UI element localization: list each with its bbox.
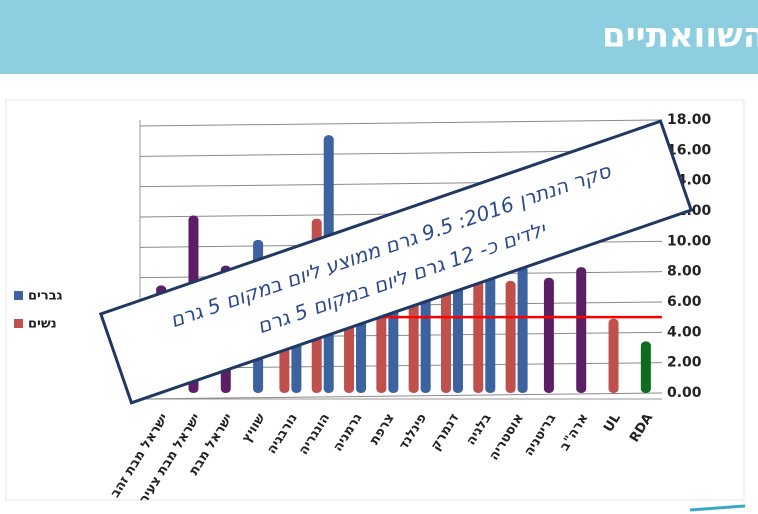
legend-swatch	[14, 319, 23, 328]
annotation-box	[98, 119, 694, 405]
bar	[473, 270, 484, 393]
bar	[576, 267, 587, 393]
bar	[452, 271, 463, 393]
bar	[485, 262, 496, 393]
grid-line	[139, 392, 663, 400]
bar	[344, 309, 355, 393]
bar	[608, 318, 619, 393]
decoration	[689, 504, 746, 512]
y-tick-label: 4.00	[667, 324, 702, 340]
bar	[543, 277, 554, 393]
bar	[640, 341, 651, 393]
legend-swatch	[14, 291, 23, 300]
slide-title: צריכת מלח- נתונים השוואתיים	[602, 16, 758, 56]
y-tick-label: 8.00	[667, 264, 702, 280]
bar	[408, 295, 419, 393]
y-tick-label: 18.00	[667, 112, 712, 128]
y-tick-label: 0.00	[667, 385, 702, 401]
legend-label: נשים	[28, 317, 57, 332]
header-bar	[0, 0, 758, 74]
y-tick-label: 6.00	[667, 294, 702, 310]
legend-label: גברים	[28, 289, 63, 304]
y-tick-label: 2.00	[667, 355, 702, 371]
bar	[517, 265, 528, 393]
grid-line	[139, 119, 663, 127]
chart-frame	[5, 99, 745, 501]
bar	[420, 286, 431, 393]
y-tick-label: 16.00	[667, 142, 712, 158]
bar	[505, 280, 516, 393]
y-tick-label: 10.00	[667, 233, 712, 249]
bar	[440, 288, 451, 393]
